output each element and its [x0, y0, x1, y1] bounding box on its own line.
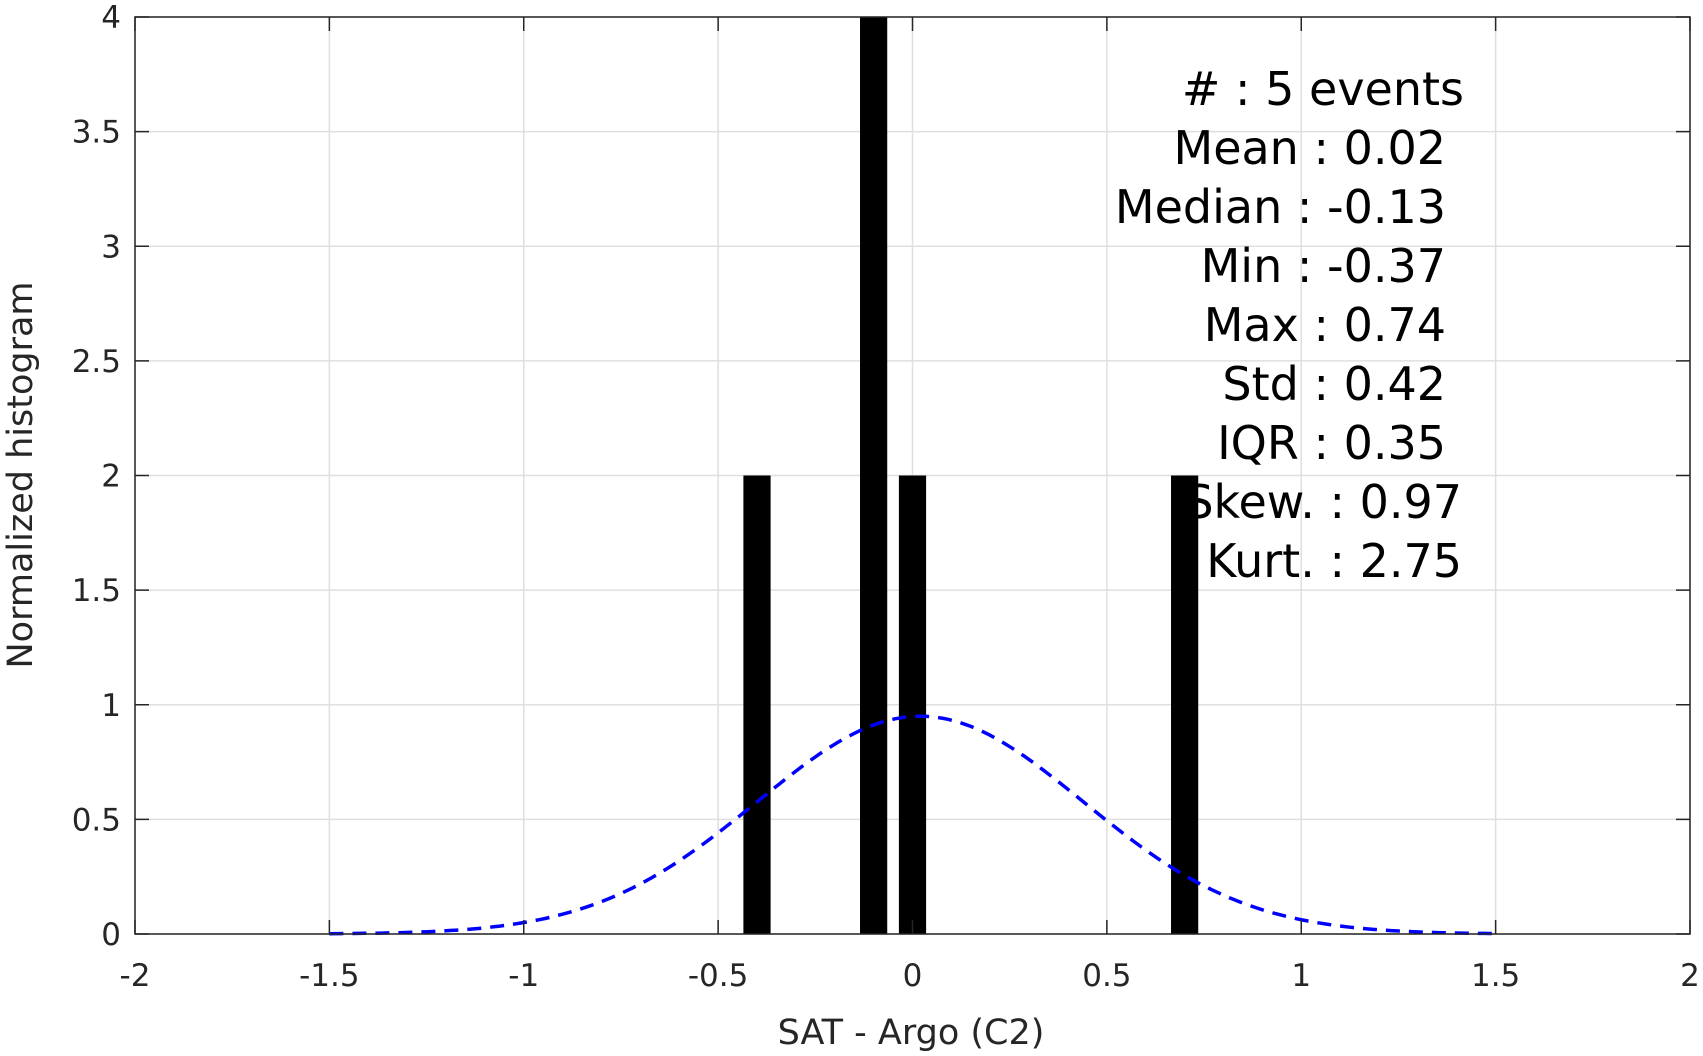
x-tick-label: 1.5	[1471, 958, 1520, 994]
stat-line: Kurt. : 2.75	[1206, 534, 1462, 588]
x-tick-label: -1.5	[299, 958, 360, 994]
y-axis-title: Normalized histogram	[1, 281, 41, 668]
histogram-bar	[743, 475, 771, 934]
x-tick-label: 1	[1291, 958, 1311, 994]
stat-line: Max : 0.74	[1204, 298, 1446, 352]
y-tick-label: 0	[101, 917, 121, 953]
stat-line: Skew. : 0.97	[1184, 475, 1462, 529]
x-tick-label: -0.5	[688, 958, 749, 994]
x-axis-ticks: -2 -1.5 -1 -0.5 0 0.5 1 1.5 2	[120, 17, 1700, 994]
y-tick-label: 2.5	[72, 344, 121, 380]
x-tick-label: -2	[120, 958, 151, 994]
y-tick-label: 3.5	[72, 115, 121, 151]
histogram-bar	[860, 17, 888, 934]
stat-line: Std : 0.42	[1222, 357, 1446, 411]
x-tick-label: 0.5	[1082, 958, 1131, 994]
stat-line: Mean : 0.02	[1174, 121, 1447, 175]
stat-line: Median : -0.13	[1115, 180, 1446, 234]
histogram-bar	[1171, 475, 1199, 934]
y-tick-label: 1.5	[72, 573, 121, 609]
histogram-bars	[743, 17, 1199, 934]
y-tick-label: 2	[101, 459, 121, 495]
y-tick-label: 1	[101, 688, 121, 724]
y-tick-label: 0.5	[72, 802, 121, 838]
y-tick-label: 3	[101, 229, 121, 265]
x-tick-label: 0	[903, 958, 923, 994]
x-tick-label: -1	[508, 958, 539, 994]
stat-line: # : 5 events	[1182, 62, 1464, 116]
stat-line: Min : -0.37	[1201, 239, 1446, 293]
stat-line: IQR : 0.35	[1217, 416, 1446, 470]
y-axis-ticks: 0 0.5 1 1.5 2 2.5 3 3.5 4	[72, 0, 1690, 953]
histogram-bar	[898, 475, 927, 934]
x-axis-title: SAT - Argo (C2)	[778, 1013, 1045, 1053]
y-tick-label: 4	[101, 0, 121, 36]
x-tick-label: 2	[1680, 958, 1700, 994]
